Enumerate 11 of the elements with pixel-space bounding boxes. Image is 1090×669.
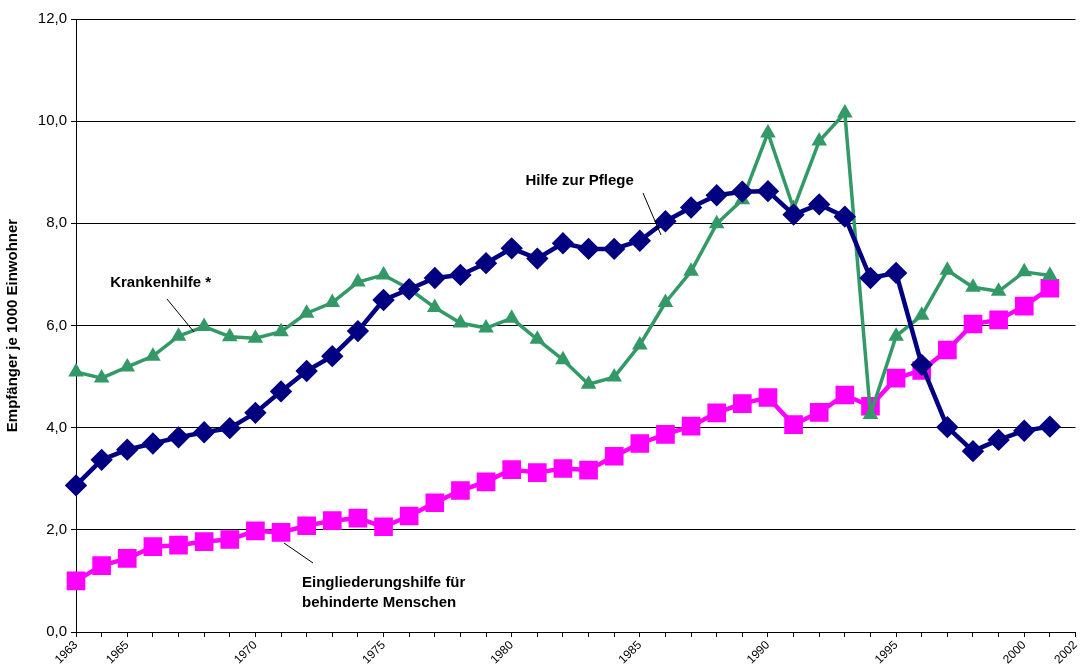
y-tick-label: 2,0: [46, 519, 67, 537]
y-tick-label: 8,0: [46, 213, 67, 231]
y-tick-label: 4,0: [46, 417, 67, 435]
y-tick-label: 12,0: [37, 9, 67, 27]
y-axis-title: Empfänger je 1000 Einwohner: [3, 218, 21, 433]
y-tick-label: 6,0: [46, 315, 67, 333]
text: Hilfe zur Pflege: [525, 171, 634, 189]
text: Krankenhilfe *: [110, 272, 212, 290]
text: Eingliederungshilfe für behinderte Menschen: [302, 572, 466, 610]
y-tick-label: 0,0: [46, 622, 67, 640]
y-tick-label: 10,0: [37, 111, 67, 129]
